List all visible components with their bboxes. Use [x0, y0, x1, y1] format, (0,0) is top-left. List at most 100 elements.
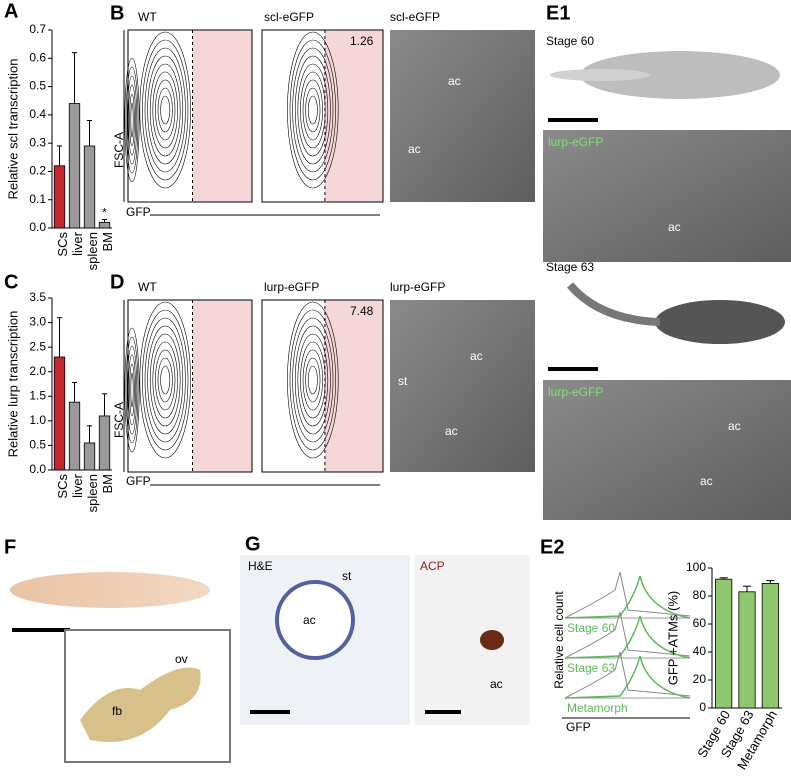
axis-label: FSC-A — [112, 132, 126, 168]
axis-label: FSC-A — [112, 402, 126, 438]
image-label: scl-eGFP — [390, 10, 440, 24]
y-tick-label: 0.5 — [29, 79, 46, 93]
contour — [289, 39, 336, 181]
panel-label: A — [4, 0, 18, 22]
contour — [300, 71, 326, 149]
gate — [192, 30, 252, 202]
y-tick-label: 0.3 — [29, 135, 46, 149]
y-tick-label: 0 — [699, 700, 706, 714]
bar — [53, 356, 66, 471]
contour — [292, 317, 334, 443]
panel-label: E1 — [546, 2, 570, 24]
y-tick-label: 2.0 — [29, 364, 46, 378]
contour — [124, 327, 140, 453]
contour — [147, 55, 184, 165]
image-text: ov — [175, 652, 188, 666]
y-tick-label: 100 — [686, 560, 706, 574]
contour — [302, 349, 323, 411]
x-tick-label: SCs — [55, 474, 70, 499]
flow-percent: 7.48 — [350, 304, 374, 318]
image-text: ac — [448, 74, 461, 88]
contour — [144, 317, 186, 443]
adipocyte — [275, 580, 355, 660]
gate — [324, 30, 383, 202]
y-tick-label: 2.5 — [29, 339, 46, 353]
tadpole — [580, 51, 780, 99]
contour — [139, 301, 191, 459]
y-tick-label: 60 — [693, 616, 707, 630]
image-label: lurp-eGFP — [548, 135, 603, 149]
contour — [130, 372, 134, 408]
image-label: Stage 60 — [546, 34, 594, 48]
plot-frame — [127, 29, 253, 203]
legend: Stage 60 — [567, 621, 615, 635]
flow-percent: 1.26 — [350, 34, 374, 48]
contour — [297, 333, 329, 427]
image-label: H&E — [248, 559, 273, 573]
bar — [68, 401, 81, 471]
image-label: lurp-eGFP — [390, 280, 445, 294]
scale-bar — [425, 710, 461, 714]
micrograph — [390, 30, 535, 202]
annotation: * — [102, 206, 107, 220]
y-tick-label: 1.5 — [29, 388, 46, 402]
bar — [715, 578, 733, 709]
image-text: fb — [112, 704, 122, 718]
contour — [144, 47, 186, 173]
axis-label: GFP — [126, 205, 151, 219]
y-tick-label: 0.6 — [29, 50, 46, 64]
micrograph — [415, 555, 530, 725]
contour — [297, 63, 329, 157]
contour — [126, 75, 138, 165]
image-label: lurp-eGFP — [548, 385, 603, 399]
x-tick-label: spleen — [85, 474, 100, 512]
panel-label: B — [110, 2, 124, 24]
contour — [155, 349, 176, 411]
micrograph — [390, 300, 535, 472]
legend: Metamorph — [567, 701, 628, 715]
flow-label: scl-eGFP — [264, 10, 314, 24]
image-text: ac — [303, 613, 316, 627]
contour — [305, 87, 321, 133]
contour — [126, 345, 138, 435]
y-tick-label: 1.0 — [29, 413, 46, 427]
plot-frame — [261, 29, 384, 203]
image-text: ac — [470, 349, 483, 363]
x-tick-label: BM — [100, 474, 115, 494]
contour — [287, 31, 339, 189]
scale-bar — [250, 710, 290, 714]
scale-bar — [12, 628, 70, 632]
y-tick-label: 0.4 — [29, 107, 46, 121]
contour — [152, 71, 178, 149]
image-text: ac — [668, 220, 681, 234]
image-text: ac — [490, 677, 503, 691]
contour — [124, 57, 140, 183]
contour — [142, 39, 189, 181]
x-tick-label: spleen — [85, 232, 100, 270]
contour — [294, 55, 331, 165]
flow-label: WT — [138, 10, 157, 24]
contour — [129, 93, 135, 147]
contour — [149, 333, 181, 427]
y-tick-label: 3.5 — [29, 290, 46, 304]
scale-bar — [548, 367, 598, 371]
acp-cell — [480, 630, 504, 650]
bar — [53, 165, 66, 229]
histogram — [564, 651, 691, 699]
contour — [305, 357, 321, 403]
bar — [761, 583, 779, 709]
contour — [160, 365, 171, 395]
panel-label: E2 — [540, 536, 564, 558]
plot-frame — [127, 299, 253, 473]
gate — [324, 300, 383, 472]
histogram — [564, 575, 691, 619]
x-tick-label: SCs — [55, 232, 70, 257]
y-axis-label: GFP +ATMs (%) — [665, 591, 680, 686]
micrograph — [543, 130, 791, 262]
image-text: ac — [408, 142, 421, 156]
contour — [152, 341, 178, 419]
axis-label: GFP — [126, 474, 151, 488]
histogram — [564, 615, 691, 659]
y-tick-label: 20 — [693, 672, 707, 686]
